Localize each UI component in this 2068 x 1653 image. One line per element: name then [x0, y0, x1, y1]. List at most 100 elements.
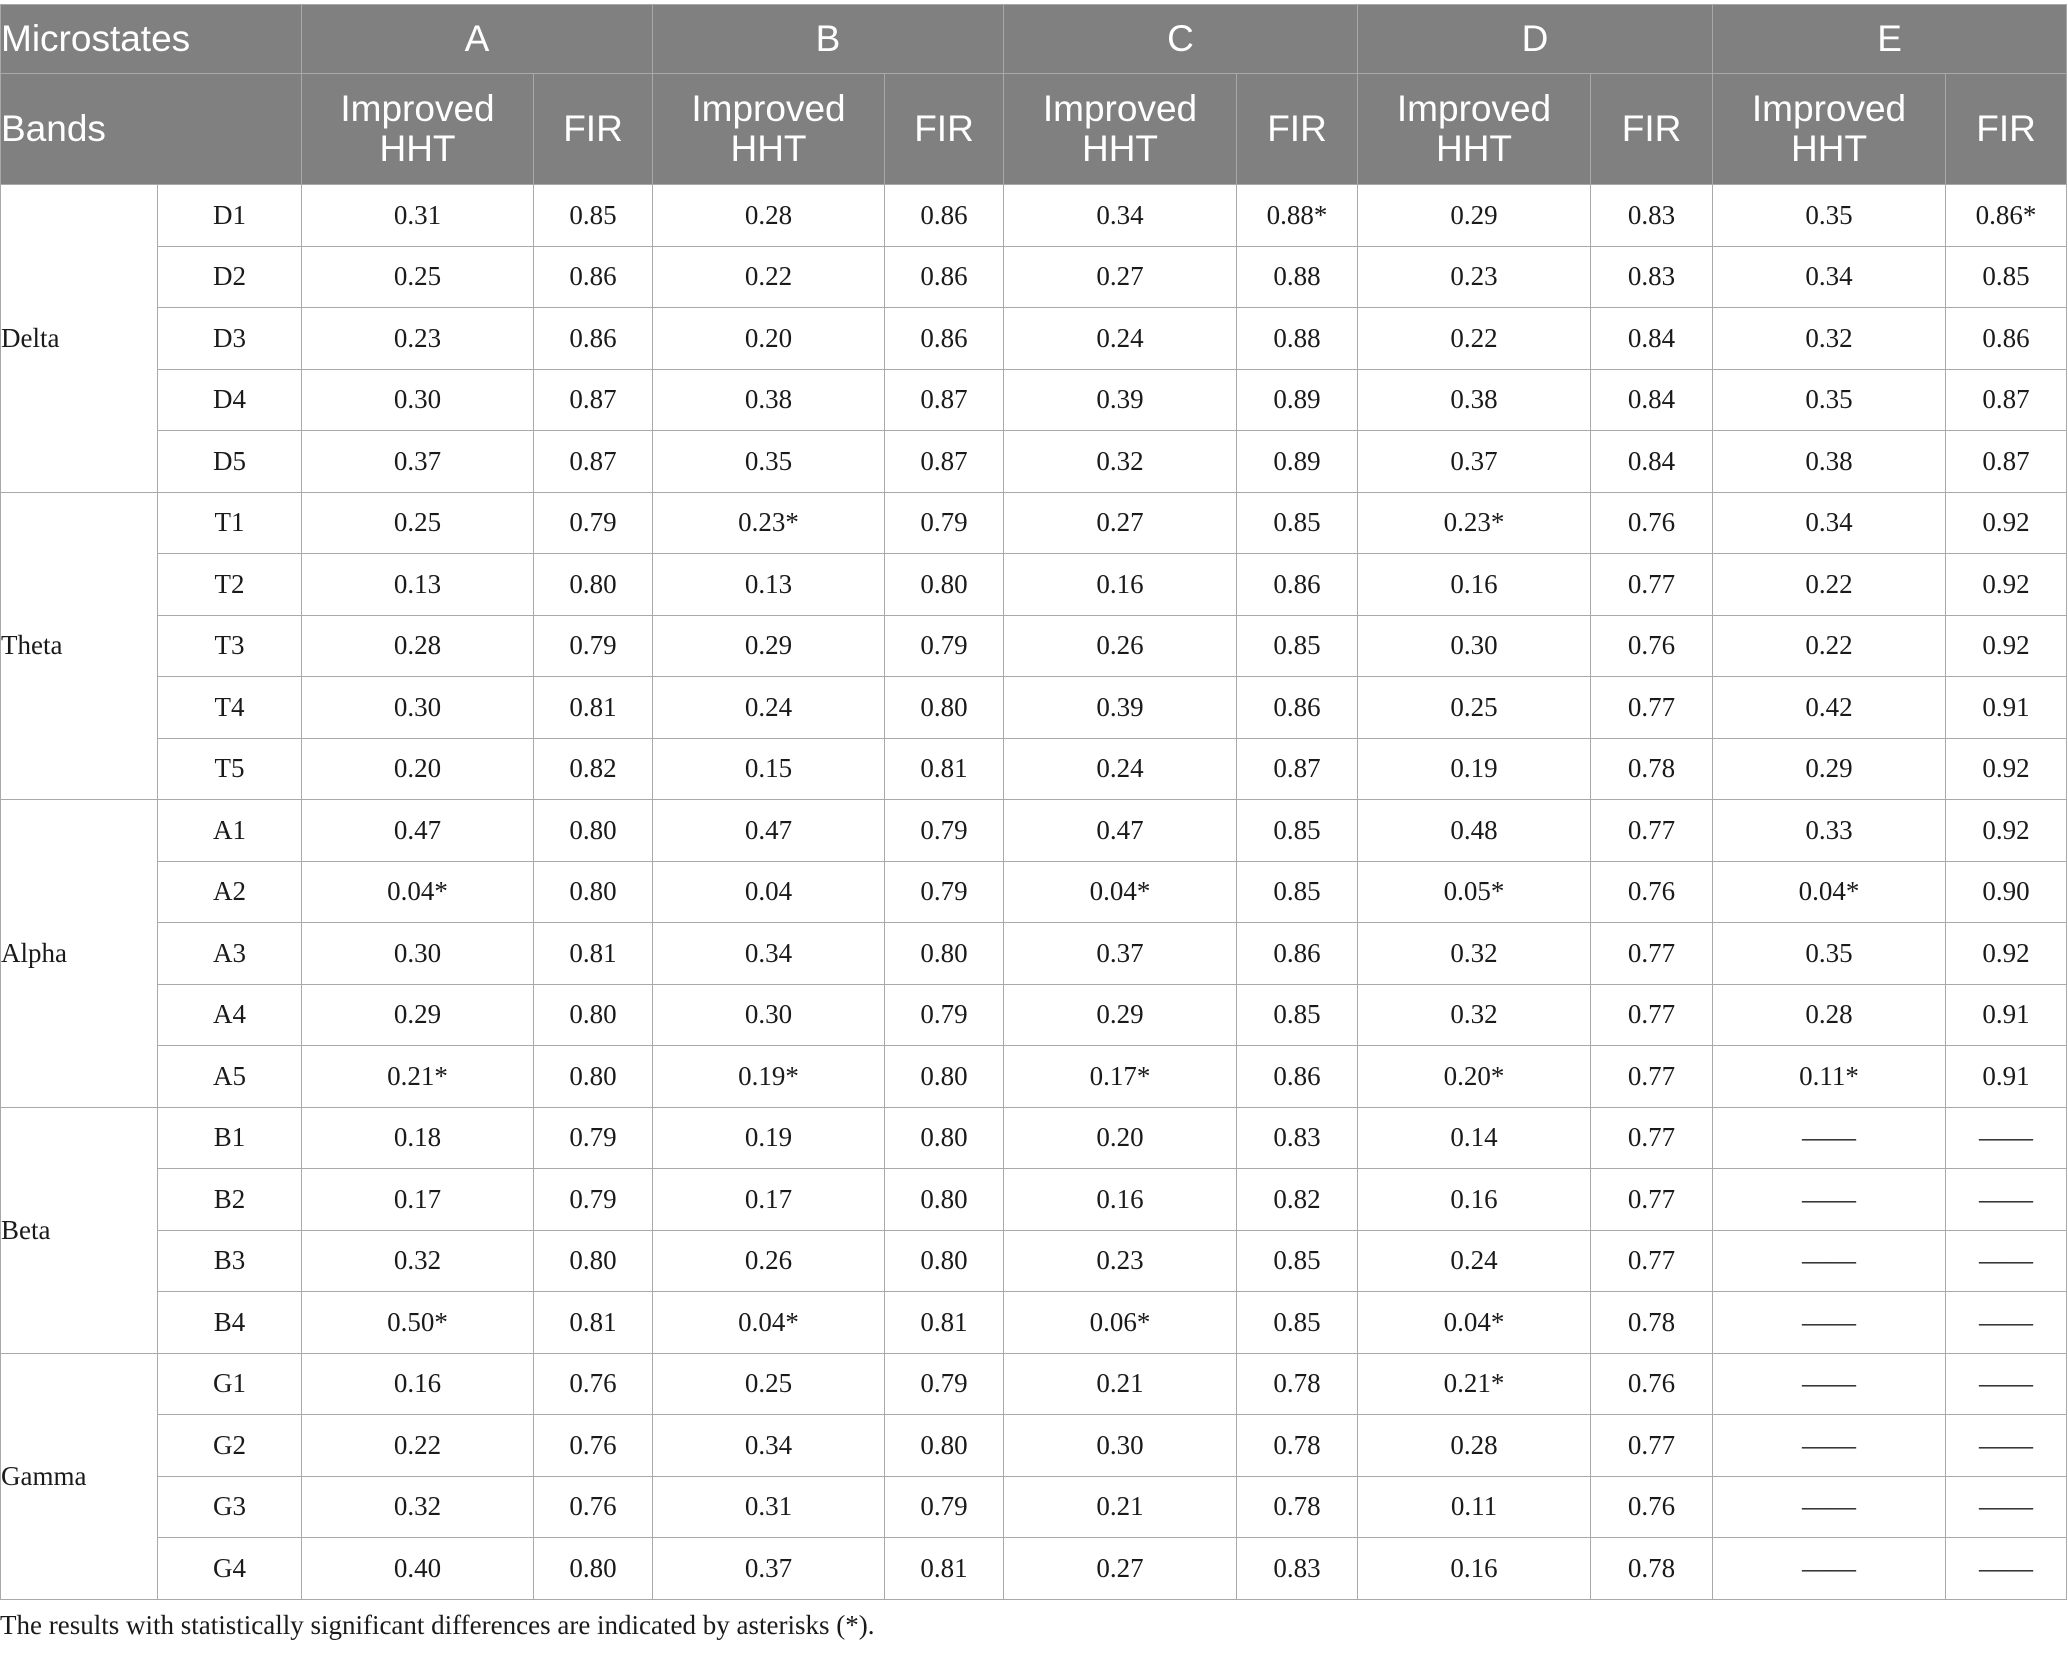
fir-value-cell: 0.92 — [1945, 553, 2068, 616]
fir-value-cell: 0.76 — [533, 1475, 653, 1538]
fir-value-cell: 0.87 — [533, 430, 653, 493]
hht-value-cell: 0.25 — [301, 245, 534, 308]
fir-value-cell: 0.77 — [1590, 983, 1714, 1046]
fir-value-cell: 0.85 — [1235, 1229, 1359, 1292]
sub-band-label: B3 — [157, 1229, 302, 1292]
fir-value-cell: 0.80 — [533, 553, 653, 616]
fir-value-cell: 0.81 — [533, 1291, 653, 1354]
hht-value-cell: 0.50* — [301, 1291, 534, 1354]
hht-value-cell: 0.35 — [652, 430, 885, 493]
sub-band-label: D1 — [157, 184, 302, 247]
hht-value-cell: —— — [1712, 1291, 1947, 1354]
fir-value-cell: 0.81 — [884, 1291, 1004, 1354]
hht-value-cell: 0.15 — [652, 737, 885, 800]
fir-value-cell: 0.92 — [1945, 799, 2068, 862]
fir-value-cell: 0.79 — [884, 614, 1004, 677]
fir-value-cell: 0.80 — [533, 860, 653, 923]
fir-value-cell: 0.80 — [533, 1537, 653, 1600]
fir-value-cell: 0.87 — [1235, 737, 1359, 800]
fir-value-cell: 0.85 — [1235, 983, 1359, 1046]
fir-value-cell: 0.78 — [1235, 1414, 1359, 1477]
table-row: A4 0.29 0.80 0.30 0.79 0.29 0.85 0.32 0.77 0.28 0.… — [1, 983, 2068, 1046]
hht-value-cell: 0.19 — [652, 1106, 885, 1169]
hht-value-cell: 0.33 — [1712, 799, 1947, 862]
hht-value-cell: 0.25 — [1357, 676, 1592, 739]
hht-value-cell: 0.11* — [1712, 1045, 1947, 1108]
fir-value-cell: 0.83 — [1235, 1106, 1359, 1169]
hht-value-cell: 0.34 — [1003, 184, 1237, 247]
band-label: Delta — [0, 184, 158, 493]
fir-value-cell: 0.88* — [1235, 184, 1359, 247]
fir-value-cell: 0.83 — [1590, 184, 1714, 247]
microstate-b-header: B — [652, 4, 1004, 74]
hht-value-cell: 0.16 — [1357, 1537, 1592, 1600]
table-row: T3 0.28 0.79 0.29 0.79 0.26 0.85 0.30 0.76 0.22 0.… — [1, 614, 2068, 677]
fir-value-cell: 0.77 — [1590, 1414, 1714, 1477]
table-row: A3 0.30 0.81 0.34 0.80 0.37 0.86 0.32 0.77 0.35 0.… — [1, 922, 2068, 985]
fir-value-cell: 0.85 — [1235, 1291, 1359, 1354]
hht-value-cell: —— — [1712, 1352, 1947, 1415]
hht-value-cell: 0.27 — [1003, 491, 1237, 554]
fir-value-cell: 0.88 — [1235, 307, 1359, 370]
sub-band-label: G2 — [157, 1414, 302, 1477]
improved-hht-header: Improved HHT — [652, 73, 885, 185]
table-row: G2 0.22 0.76 0.34 0.80 0.30 0.78 0.28 0.77 —— —— — [1, 1414, 2068, 1477]
table-row: B4 0.50* 0.81 0.04* 0.81 0.06* 0.85 0.04* 0.78 ——… — [1, 1291, 2068, 1354]
hht-value-cell: 0.24 — [652, 676, 885, 739]
hht-value-cell: 0.47 — [652, 799, 885, 862]
hht-value-cell: 0.23* — [1357, 491, 1592, 554]
fir-value-cell: 0.76 — [1590, 491, 1714, 554]
footnote: The results with statistically significa… — [0, 1610, 875, 1640]
fir-header: FIR — [1590, 73, 1714, 185]
sub-band-label: D3 — [157, 307, 302, 370]
hht-value-cell: 0.34 — [652, 1414, 885, 1477]
fir-header: FIR — [533, 73, 653, 185]
hht-value-cell: 0.27 — [1003, 245, 1237, 308]
fir-value-cell: 0.91 — [1945, 676, 2068, 739]
fir-value-cell: 0.76 — [1590, 1352, 1714, 1415]
fir-value-cell: 0.82 — [1235, 1168, 1359, 1231]
hht-value-cell: 0.27 — [1003, 1537, 1237, 1600]
fir-value-cell: 0.91 — [1945, 1045, 2068, 1108]
hht-value-cell: 0.32 — [301, 1475, 534, 1538]
fir-value-cell: 0.92 — [1945, 922, 2068, 985]
fir-value-cell: 0.79 — [884, 860, 1004, 923]
sub-band-label: T5 — [157, 737, 302, 800]
fir-value-cell: 0.79 — [884, 1475, 1004, 1538]
fir-value-cell: —— — [1945, 1106, 2068, 1169]
hht-value-cell: 0.21* — [1357, 1352, 1592, 1415]
hht-value-cell: 0.28 — [1712, 983, 1947, 1046]
hht-value-cell: 0.35 — [1712, 922, 1947, 985]
hht-value-cell: 0.29 — [1357, 184, 1592, 247]
fir-value-cell: —— — [1945, 1229, 2068, 1292]
improved-hht-header: Improved HHT — [1003, 73, 1237, 185]
sub-band-label: D4 — [157, 368, 302, 431]
hht-value-cell: 0.04* — [652, 1291, 885, 1354]
hht-value-cell: 0.06* — [1003, 1291, 1237, 1354]
improved-hht-header: Improved HHT — [1712, 73, 1947, 185]
microstates-header: Microstates — [0, 4, 302, 74]
hht-value-cell: 0.20 — [652, 307, 885, 370]
hht-value-cell: 0.30 — [1357, 614, 1592, 677]
hht-value-cell: 0.16 — [1357, 1168, 1592, 1231]
hht-value-cell: —— — [1712, 1475, 1947, 1538]
table-row: D5 0.37 0.87 0.35 0.87 0.32 0.89 0.37 0.84 0.38 0.… — [1, 430, 2068, 493]
band-label: Alpha — [0, 799, 158, 1108]
fir-value-cell: 0.88 — [1235, 245, 1359, 308]
hht-value-cell: 0.24 — [1003, 307, 1237, 370]
hht-value-cell: —— — [1712, 1537, 1947, 1600]
hht-value-cell: 0.34 — [1712, 245, 1947, 308]
hht-value-cell: 0.31 — [301, 184, 534, 247]
sub-band-label: A3 — [157, 922, 302, 985]
table-row: A2 0.04* 0.80 0.04 0.79 0.04* 0.85 0.05* 0.76 0.0… — [1, 860, 2068, 923]
fir-value-cell: 0.80 — [884, 676, 1004, 739]
hht-value-cell: 0.23 — [1003, 1229, 1237, 1292]
fir-value-cell: 0.79 — [533, 491, 653, 554]
hht-value-cell: 0.29 — [301, 983, 534, 1046]
sub-band-label: D2 — [157, 245, 302, 308]
fir-value-cell: 0.86 — [533, 245, 653, 308]
hht-value-cell: 0.37 — [1003, 922, 1237, 985]
hht-value-cell: 0.23 — [1357, 245, 1592, 308]
table-row: T5 0.20 0.82 0.15 0.81 0.24 0.87 0.19 0.78 0.29 0.… — [1, 737, 2068, 800]
table-row: G4 0.40 0.80 0.37 0.81 0.27 0.83 0.16 0.78 —— —— — [1, 1537, 2068, 1600]
